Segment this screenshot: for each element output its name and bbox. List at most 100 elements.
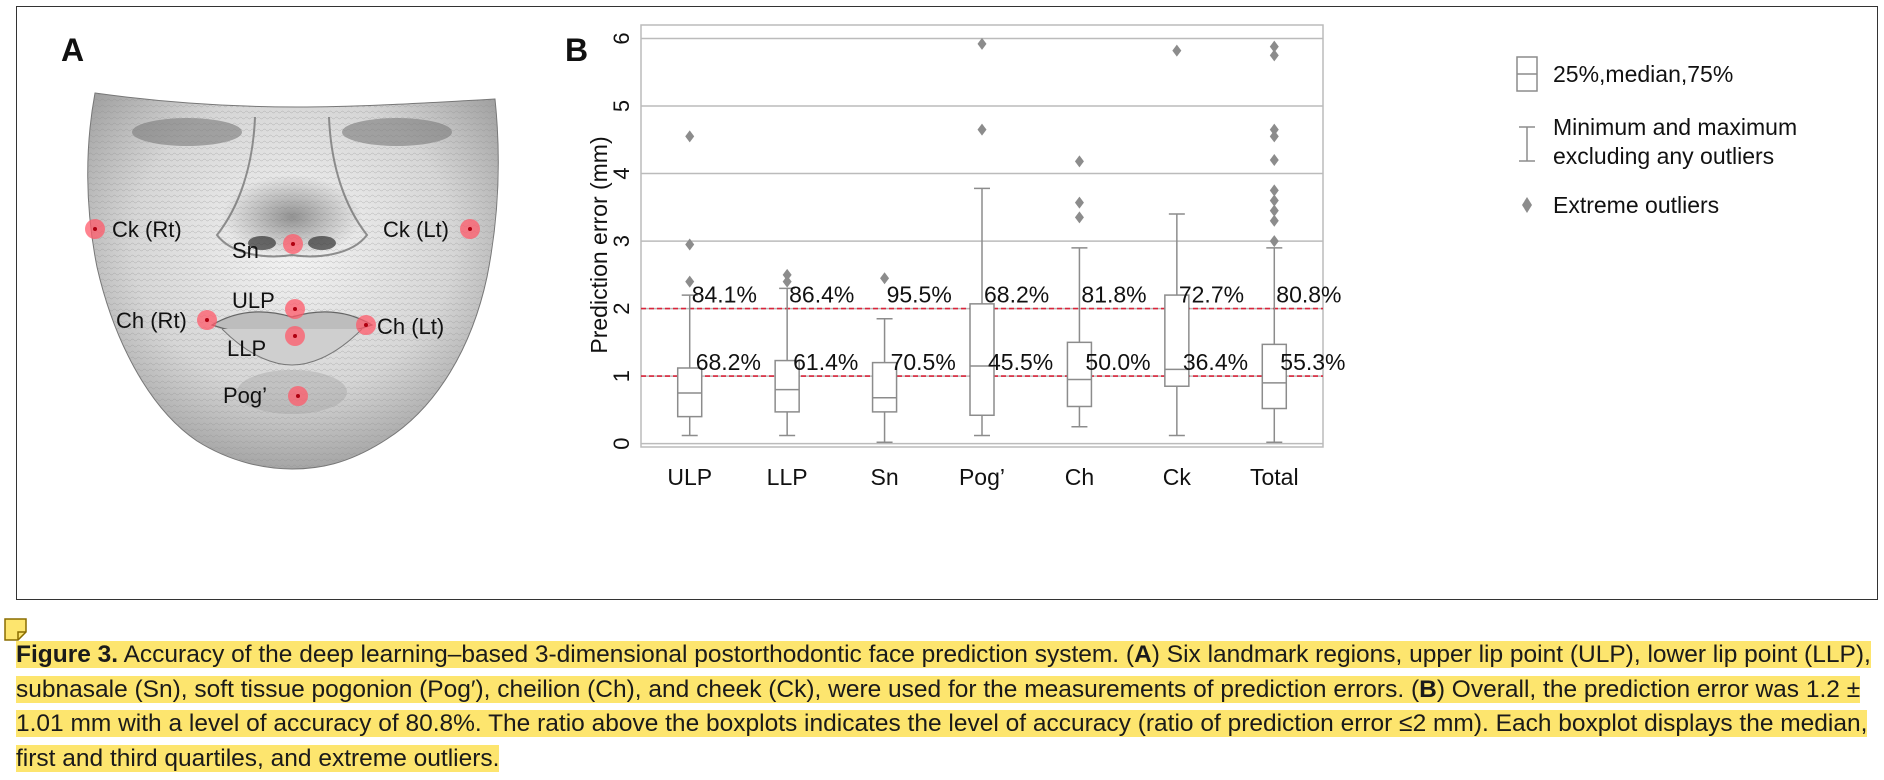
landmark-pog (288, 386, 308, 406)
y-tick-2: 2 (609, 302, 634, 314)
caption-text-2: ) Six landmark regions, upper lip point … (16, 641, 1871, 703)
accuracy-label-1mm: 50.0% (1085, 349, 1150, 375)
landmark-label-sn: Sn (232, 238, 259, 263)
outlier-point (685, 238, 695, 251)
accuracy-label-2mm: 95.5% (887, 282, 952, 308)
legend-item-box: 25%,median,75% (1516, 56, 1733, 92)
y-axis-label: Prediction error (mm) (586, 136, 612, 353)
outlier-point (1074, 211, 1084, 224)
landmark-ulp (285, 299, 305, 319)
caption-text-1: Accuracy of the deep learning–based 3-di… (118, 641, 1135, 668)
x-tick-labels: ULP LLP Sn Pog’ Ch Ck Total (667, 464, 1298, 490)
outlier-point (782, 275, 792, 288)
x-tick-label: Pog’ (959, 464, 1005, 490)
landmark-label-pog: Pog’ (223, 383, 267, 408)
outlier-point (977, 123, 987, 136)
panel-b-label: B (565, 32, 588, 68)
caption-ref-b: B (1419, 675, 1437, 703)
legend-label: Extreme outliers (1553, 192, 1719, 218)
x-tick-label: Ch (1065, 464, 1094, 490)
boxplot-pog (969, 37, 995, 437)
x-tick-label: ULP (667, 464, 712, 490)
outlier-point (685, 130, 695, 143)
landmark-ch-rt (197, 310, 217, 330)
outlier-point (1172, 44, 1182, 57)
outlier-point (1074, 155, 1084, 168)
legend-item-whisker: Minimum and maximum excluding any outlier… (1519, 114, 1797, 169)
accuracy-label-1mm: 70.5% (891, 349, 956, 375)
x-tick-label: Ck (1163, 464, 1192, 490)
outlier-point (1269, 214, 1279, 227)
legend-label: 25%,median,75% (1553, 61, 1733, 87)
outlier-point (1074, 196, 1084, 209)
boxplot-total (1261, 40, 1288, 444)
accuracy-label-1mm: 45.5% (988, 349, 1053, 375)
outlier-point (1269, 130, 1279, 143)
outlier-point (880, 272, 890, 285)
landmark-label-ck-lt: Ck (Lt) (383, 217, 449, 242)
boxplots (676, 37, 1288, 444)
landmark-llp (285, 326, 305, 346)
outlier-point (1269, 154, 1279, 167)
chart-legend: 25%,median,75% Minimum and maximum excludi… (1516, 56, 1797, 218)
box-iqr (774, 359, 800, 413)
y-tick-0: 0 (609, 437, 634, 449)
outlier-point (782, 268, 792, 281)
figure-caption: Figure 3. Accuracy of the deep learning–… (16, 638, 1876, 776)
accuracy-label-2mm: 86.4% (789, 282, 854, 308)
caption-ref-a: A (1134, 641, 1152, 668)
panel-b: B Prediction error (mm) 0 1 2 3 4 5 6 84.1% 86.… (565, 24, 1797, 490)
accuracy-labels: 84.1% 86.4% 95.5% 68.2% 81.8% 72.7% 80.8% 68.2%… (692, 282, 1346, 376)
landmark-label-ch-rt: Ch (Rt) (116, 308, 187, 333)
outlier-point (1269, 49, 1279, 62)
caption-label: Figure 3. (16, 641, 119, 668)
accuracy-label-2mm: 84.1% (692, 282, 757, 308)
accuracy-label-2mm: 81.8% (1081, 282, 1146, 308)
outlier-point (1269, 123, 1279, 136)
landmark-ch-lt (356, 315, 376, 335)
accuracy-label-1mm: 61.4% (793, 349, 858, 375)
caption-text-3: ) Overall, the prediction error was 1.2 … (16, 675, 1868, 772)
boxplot-ulp (676, 130, 703, 437)
box-iqr (871, 361, 898, 413)
legend-label: excluding any outliers (1553, 143, 1774, 169)
figure-svg: A (61, 24, 1797, 490)
landmark-label-llp: LLP (227, 336, 266, 361)
boxplot-llp (774, 268, 800, 437)
landmark-ck-lt (460, 219, 480, 239)
landmark-label-ulp: ULP (232, 288, 275, 313)
figure-frame: A (16, 6, 1878, 600)
y-tick-labels: 0 1 2 3 4 5 6 (609, 32, 634, 449)
box-iqr (1261, 343, 1288, 410)
boxplot-ck (1164, 44, 1190, 437)
outlier-point (685, 275, 695, 288)
note-annotation-icon[interactable] (4, 618, 28, 642)
boxplot-ch (1066, 155, 1093, 428)
accuracy-label-1mm: 68.2% (696, 349, 761, 375)
box-iqr (1164, 294, 1190, 387)
diamond-icon (1522, 197, 1532, 213)
panel-a-label: A (61, 32, 84, 68)
y-tick-4: 4 (609, 167, 634, 179)
accuracy-label-1mm: 36.4% (1183, 349, 1248, 375)
accuracy-label-2mm: 80.8% (1276, 282, 1341, 308)
y-tick-5: 5 (609, 100, 634, 112)
face-render (87, 92, 499, 470)
outlier-point (1269, 40, 1279, 53)
accuracy-label-2mm: 72.7% (1179, 282, 1244, 308)
panel-a: A (61, 32, 499, 470)
outlier-point (1269, 235, 1279, 248)
x-tick-label: Total (1250, 464, 1299, 490)
accuracy-label-2mm: 68.2% (984, 282, 1049, 308)
box-iqr (1066, 341, 1093, 408)
x-tick-label: LLP (767, 464, 808, 490)
outlier-point (977, 37, 987, 50)
boxplot-sn (871, 272, 898, 444)
x-tick-label: Sn (871, 464, 899, 490)
legend-item-outlier: Extreme outliers (1522, 192, 1719, 218)
y-tick-6: 6 (609, 32, 634, 44)
outlier-point (1269, 204, 1279, 217)
accuracy-label-1mm: 55.3% (1280, 349, 1345, 375)
landmark-label-ck-rt: Ck (Rt) (112, 217, 182, 242)
y-tick-1: 1 (609, 370, 634, 382)
